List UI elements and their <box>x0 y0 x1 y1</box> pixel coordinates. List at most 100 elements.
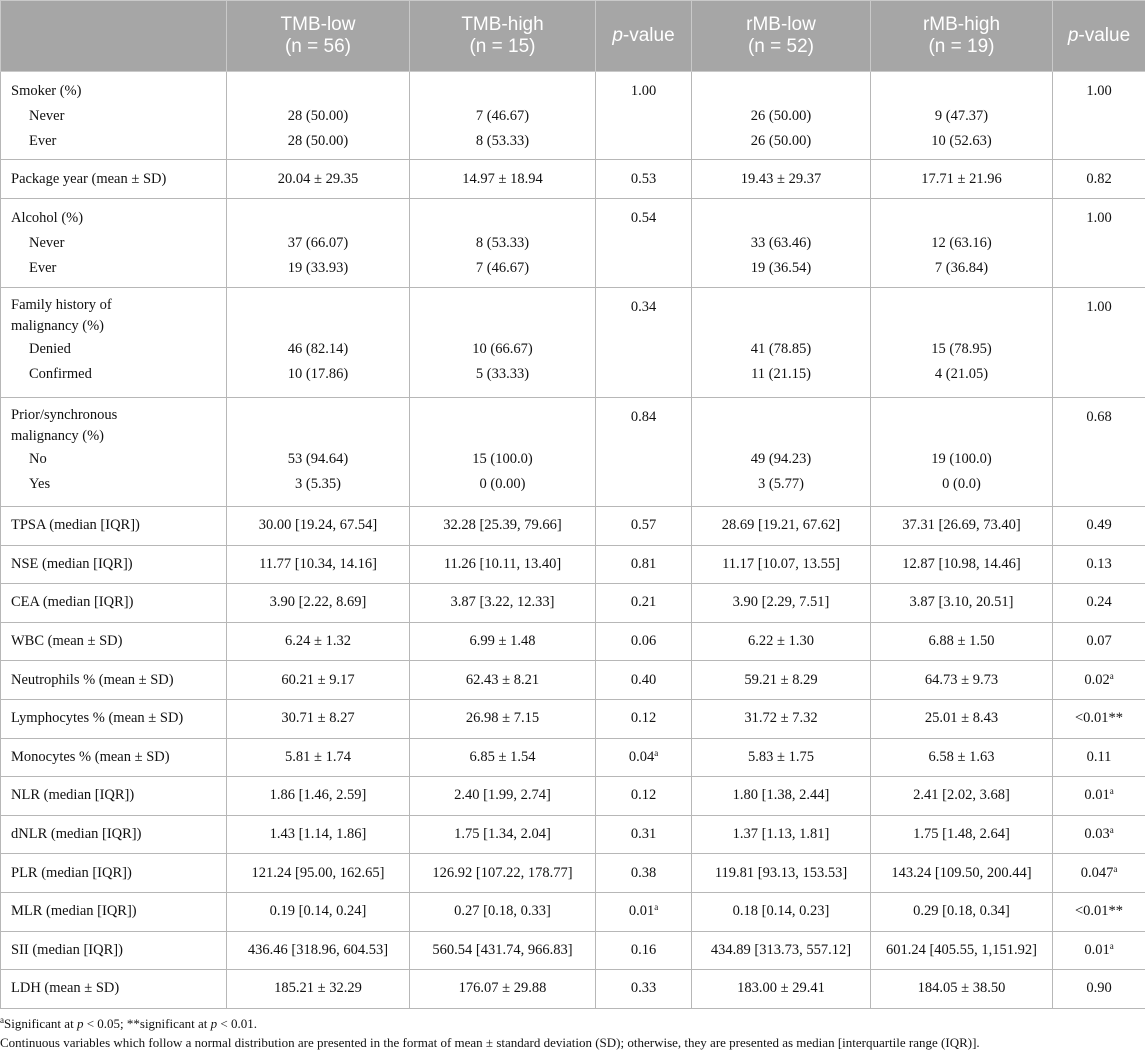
row-label: Alcohol (%) <box>11 210 84 226</box>
footnotes: aSignificant at p < 0.05; **significant … <box>0 1014 1145 1052</box>
header-pvalue-tmb-p: p <box>612 25 623 46</box>
cell-pvalue: 0.53 <box>595 159 692 199</box>
cell-pvalue-text: 0.12 <box>630 710 657 727</box>
sub-label-yes: Yes <box>29 476 51 492</box>
table-row: Monocytes % (mean ± SD) 5.81 ± 1.74 6.85 ±… <box>0 737 1145 778</box>
tmb-high-cell: 10 (66.67) 5 (33.33) <box>409 287 596 398</box>
table-row: NLR (median [IQR]) 1.86 [1.46, 2.59] 2.40 … <box>0 776 1145 816</box>
cell-pvalue-text: 0.81 <box>630 555 657 572</box>
cell-value: 12.87 [10.98, 14.46] <box>870 544 1053 585</box>
header-variable <box>0 0 227 72</box>
cell-value: 1.80 [1.38, 2.44] <box>691 776 871 816</box>
cell-pvalue-text: 0.16 <box>630 941 657 958</box>
cell-pvalue: 0.81 <box>595 544 692 585</box>
cell-pvalue-text: 0.33 <box>630 980 657 997</box>
cell-value-text: 0.18 [0.14, 0.23] <box>732 903 830 920</box>
row-label: Lymphocytes % (mean ± SD) <box>0 698 227 739</box>
cell-value: 5.83 ± 1.75 <box>691 737 871 778</box>
cell-value-text: 32.28 [25.39, 79.66] <box>443 517 562 534</box>
header-pvalue-rmb: p-value <box>1052 0 1145 72</box>
cell-value: 7 (46.67) <box>475 260 530 276</box>
cell-pvalue: 0.34 <box>630 299 657 315</box>
cell-value-text: 5.83 ± 1.75 <box>748 748 814 765</box>
rmb-high-cell: 9 (47.37) 10 (52.63) <box>870 71 1053 160</box>
cell-value: 185.21 ± 32.29 <box>226 969 410 1009</box>
cell-value: 6.88 ± 1.50 <box>870 621 1053 662</box>
cell-value-text: 2.41 [2.02, 3.68] <box>913 787 1010 804</box>
rmb-low-cell: 49 (94.23) 3 (5.77) <box>691 397 871 507</box>
cell-value: 126.92 [107.22, 178.77] <box>409 853 596 893</box>
cell-value: 11.26 [10.11, 13.40] <box>409 544 596 585</box>
cell-value: 183.00 ± 29.41 <box>691 969 871 1009</box>
sub-label-denied: Denied <box>29 341 71 357</box>
cell-value-text: 6.88 ± 1.50 <box>928 633 995 650</box>
row-label-text: SII (median [IQR]) <box>11 941 123 958</box>
cell-pvalue: 0.03a <box>1052 814 1145 855</box>
significance-marker: a <box>1109 786 1114 797</box>
cell-pvalue-text: 0.07 <box>1086 633 1112 650</box>
cell-value-text: 3.87 [3.10, 20.51] <box>909 594 1014 611</box>
sub-label-never: Never <box>29 235 65 251</box>
cell-value-text: 11.17 [10.07, 13.55] <box>722 555 840 572</box>
cell-value-text: 11.26 [10.11, 13.40] <box>443 555 562 572</box>
header-tmb-high-title: TMB-high <box>461 14 544 35</box>
footnote-marker: a <box>0 1015 4 1025</box>
cell-value-text: 185.21 ± 32.29 <box>274 980 362 997</box>
significance-marker: a <box>654 902 659 913</box>
cell-value: 30.00 [19.24, 67.54] <box>226 506 410 546</box>
cell-value: 4 (21.05) <box>934 366 989 382</box>
row-label-text: TPSA (median [IQR]) <box>11 517 140 534</box>
cell-value: 64.73 ± 9.73 <box>870 660 1053 700</box>
cell-value: 11 (21.15) <box>751 366 811 382</box>
cell-pvalue: <0.01** <box>1052 891 1145 932</box>
footnote-text-b: < 0.05; **significant at <box>83 1016 211 1031</box>
cell-value-text: 31.72 ± 7.32 <box>744 710 818 727</box>
row-label: CEA (median [IQR]) <box>0 583 227 623</box>
cell-value: 1.75 [1.48, 2.64] <box>870 814 1053 855</box>
cell-pvalue-text: 0.57 <box>630 517 657 534</box>
cell-value: 6.22 ± 1.30 <box>691 621 871 662</box>
cell-pvalue: 0.21 <box>595 583 692 623</box>
row-label: NSE (median [IQR]) <box>0 544 227 585</box>
cell-pvalue: 0.84 <box>630 409 657 425</box>
row-label-cell: Smoker (%) Never Ever <box>0 71 227 160</box>
row-label: MLR (median [IQR]) <box>0 891 227 932</box>
cell-pvalue: 0.12 <box>595 698 692 739</box>
cell-pvalue: 0.06 <box>595 621 692 662</box>
cell-value-text: 2.40 [1.99, 2.74] <box>454 787 551 804</box>
cell-pvalue-text: 0.04 <box>628 748 655 765</box>
cell-value-text: 28.69 [19.21, 67.62] <box>721 517 841 534</box>
cell-pvalue-text: 0.03 <box>1084 826 1110 843</box>
cell-pvalue: <0.01** <box>1052 698 1145 739</box>
cell-value: 46 (82.14) <box>287 341 349 357</box>
table-row-family-history: Family history of malignancy (%) Denied … <box>0 287 1145 398</box>
cell-value: 560.54 [431.74, 966.83] <box>409 930 596 971</box>
row-label: Prior/synchronous <box>11 407 118 423</box>
cell-value: 25.01 ± 8.43 <box>870 698 1053 739</box>
table-row: NSE (median [IQR]) 11.77 [10.34, 14.16] 11… <box>0 544 1145 585</box>
header-tmb-high: TMB-high (n = 15) <box>409 0 596 72</box>
significance-marker: a <box>654 747 659 758</box>
rmb-high-cell: 15 (78.95) 4 (21.05) <box>870 287 1053 398</box>
cell-pvalue: 0.33 <box>595 969 692 1009</box>
cell-value: 32.28 [25.39, 79.66] <box>409 506 596 546</box>
cell-value-text: 121.24 [95.00, 162.65] <box>251 864 385 881</box>
cell-value-text: 12.87 [10.98, 14.46] <box>902 555 1021 572</box>
header-row: TMB-low (n = 56) TMB-high (n = 15) p-val… <box>0 0 1145 72</box>
cell-pvalue-text: 0.13 <box>1086 555 1112 572</box>
cell-pvalue: 0.16 <box>595 930 692 971</box>
row-label: Neutrophils % (mean ± SD) <box>0 660 227 700</box>
cell-value: 19 (33.93) <box>287 260 349 276</box>
cell-pvalue-text: 0.12 <box>630 787 657 804</box>
cell-pvalue: 0.57 <box>595 506 692 546</box>
cell-value: 41 (78.85) <box>750 341 812 357</box>
cell-value-text: 1.80 [1.38, 2.44] <box>732 787 830 804</box>
cell-value: 2.41 [2.02, 3.68] <box>870 776 1053 816</box>
cell-value: 49 (94.23) <box>750 451 812 467</box>
cell-value: 0 (0.00) <box>479 476 526 492</box>
cell-value: 434.89 [313.73, 557.12] <box>691 930 871 971</box>
cell-value: 11.17 [10.07, 13.55] <box>691 544 871 585</box>
cell-pvalue-text: 0.11 <box>1086 748 1112 765</box>
cell-pvalue-text: 0.047 <box>1080 864 1114 881</box>
cell-value-text: 184.05 ± 38.50 <box>917 980 1006 997</box>
